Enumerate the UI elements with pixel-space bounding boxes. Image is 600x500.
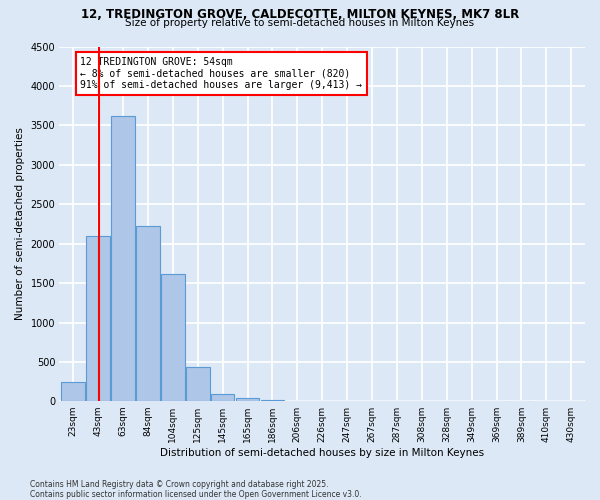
Text: 12, TREDINGTON GROVE, CALDECOTTE, MILTON KEYNES, MK7 8LR: 12, TREDINGTON GROVE, CALDECOTTE, MILTON… [81, 8, 519, 20]
Y-axis label: Number of semi-detached properties: Number of semi-detached properties [15, 128, 25, 320]
Bar [136, 226, 160, 402]
Bar [260, 400, 284, 402]
Bar [211, 394, 235, 402]
Bar [86, 236, 110, 402]
Bar [236, 398, 259, 402]
Text: 12 TREDINGTON GROVE: 54sqm
← 8% of semi-detached houses are smaller (820)
91% of: 12 TREDINGTON GROVE: 54sqm ← 8% of semi-… [80, 57, 362, 90]
Bar [161, 274, 185, 402]
Bar [186, 368, 209, 402]
Bar [61, 382, 85, 402]
Text: Contains HM Land Registry data © Crown copyright and database right 2025.
Contai: Contains HM Land Registry data © Crown c… [30, 480, 362, 499]
Bar [111, 116, 135, 402]
Text: Size of property relative to semi-detached houses in Milton Keynes: Size of property relative to semi-detach… [125, 18, 475, 28]
X-axis label: Distribution of semi-detached houses by size in Milton Keynes: Distribution of semi-detached houses by … [160, 448, 484, 458]
